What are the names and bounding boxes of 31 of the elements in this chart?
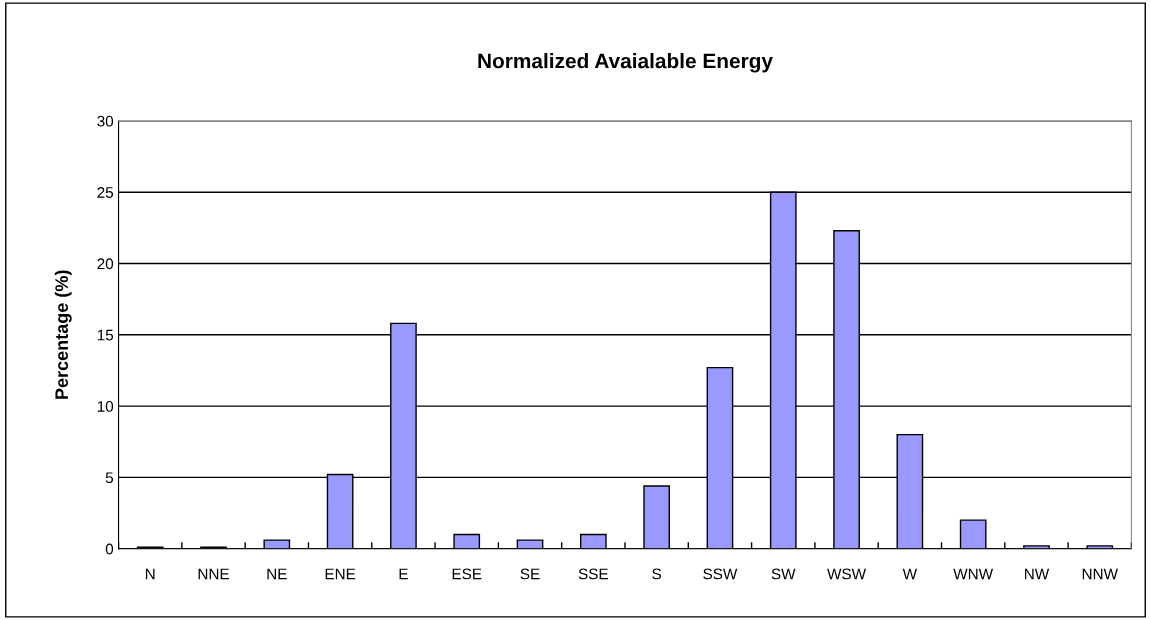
x-tick-label: NNW xyxy=(1082,568,1118,580)
x-tick-label: N xyxy=(145,568,155,580)
x-tick-label: SSW xyxy=(703,568,738,580)
bar xyxy=(579,533,607,549)
x-tick-label: S xyxy=(652,568,662,580)
x-tick-label: ENE xyxy=(325,568,356,580)
bar xyxy=(516,539,544,549)
y-tick-label: 5 xyxy=(105,472,114,484)
bar xyxy=(263,539,291,549)
x-tick-label: SE xyxy=(520,568,540,580)
x-tick-label: WNW xyxy=(953,568,994,580)
chart-title: Normalized Avaialable Energy xyxy=(478,53,773,73)
y-tick-label: 25 xyxy=(97,187,114,198)
y-tick-label: 15 xyxy=(97,329,114,341)
x-tick-label: NE xyxy=(267,568,287,580)
x-tick-label: SW xyxy=(771,568,796,580)
x-tick-label: NW xyxy=(1025,568,1050,580)
y-tick-label: 0 xyxy=(105,543,114,555)
x-tick-label: SSE xyxy=(578,568,608,580)
bar xyxy=(643,485,671,549)
x-tick-label: NNE xyxy=(198,568,229,580)
x-tick-label: WSW xyxy=(827,568,867,580)
y-tick-label: 10 xyxy=(97,400,114,412)
bar xyxy=(959,519,987,549)
x-tick-label: E xyxy=(399,568,408,580)
y-tick-label: 20 xyxy=(97,258,114,270)
bar xyxy=(453,533,481,549)
x-tick-label: ESE xyxy=(452,568,482,580)
y-tick-label: 30 xyxy=(97,115,114,127)
y-axis-title: Percentage (%) xyxy=(54,270,72,399)
x-tick-label: W xyxy=(902,568,918,580)
